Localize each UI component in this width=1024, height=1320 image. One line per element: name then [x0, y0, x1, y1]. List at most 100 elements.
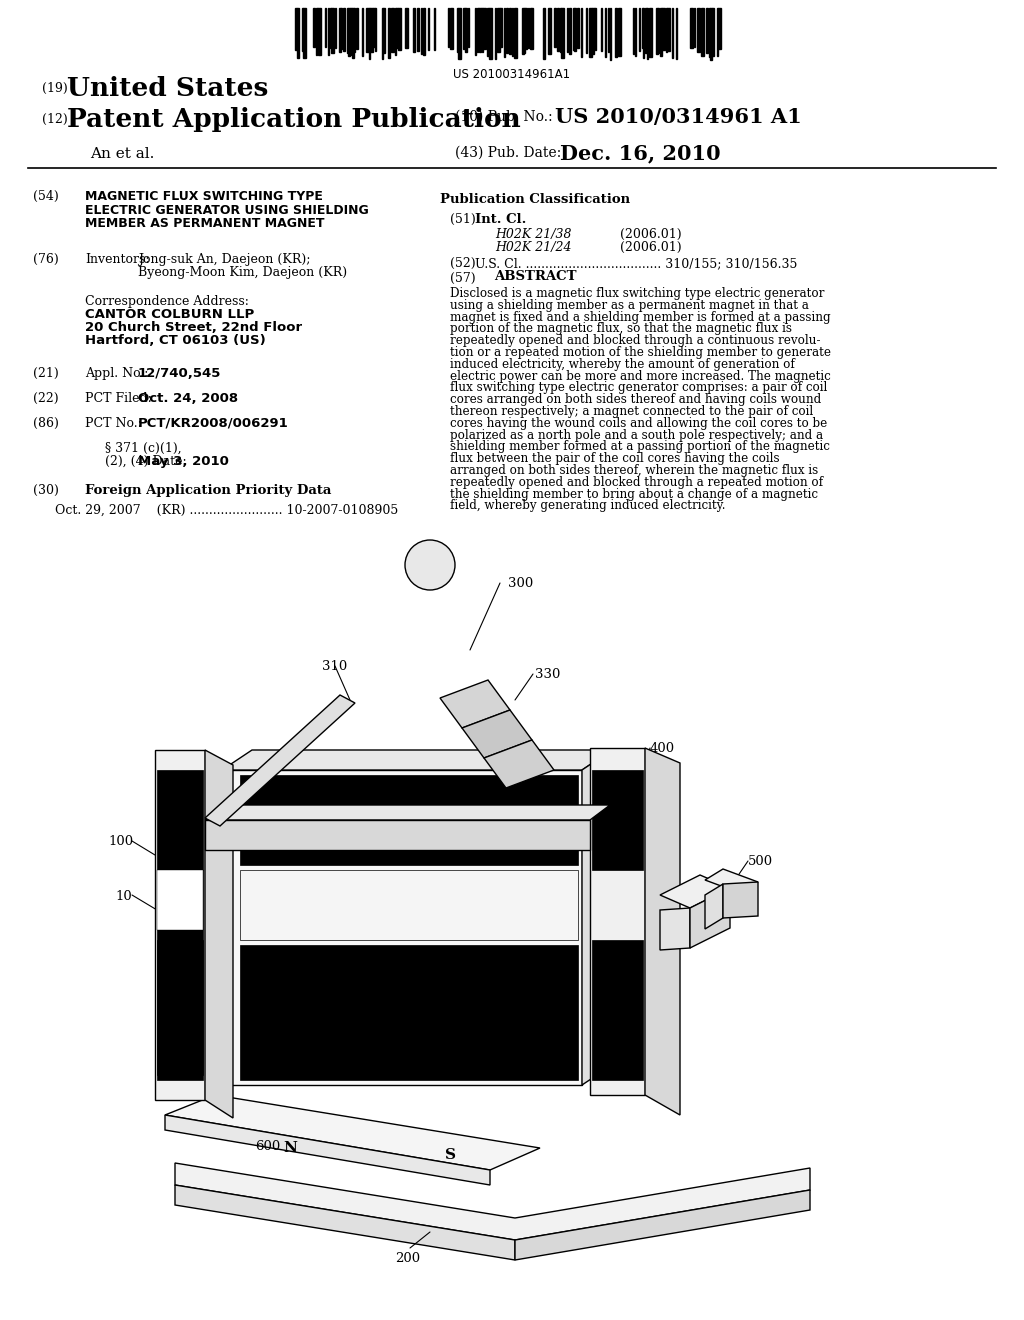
Bar — [660, 8, 662, 55]
Bar — [295, 8, 297, 50]
Text: (19): (19) — [42, 82, 68, 95]
Polygon shape — [222, 770, 582, 1085]
Bar — [506, 8, 508, 53]
Bar — [406, 8, 408, 49]
Bar — [500, 8, 502, 48]
Text: Int. Cl.: Int. Cl. — [475, 213, 526, 226]
Text: arranged on both sides thereof, wherein the magnetic flux is: arranged on both sides thereof, wherein … — [450, 465, 818, 477]
Bar — [557, 8, 559, 51]
Bar — [398, 8, 401, 50]
Bar — [589, 8, 592, 57]
Text: flux switching type electric generator comprises: a pair of coil: flux switching type electric generator c… — [450, 381, 827, 395]
Text: (22): (22) — [33, 392, 58, 405]
Polygon shape — [157, 870, 203, 1074]
Bar — [649, 8, 652, 57]
Text: U.S. Cl. ................................... 310/155; 310/156.35: U.S. Cl. ...............................… — [475, 257, 798, 271]
Text: magnet is fixed and a shielding member is formed at a passing: magnet is fixed and a shielding member i… — [450, 310, 830, 323]
Bar — [618, 8, 621, 55]
Polygon shape — [157, 870, 203, 931]
Text: H02K 21/24: H02K 21/24 — [495, 242, 571, 253]
Text: Patent Application Publication: Patent Application Publication — [67, 107, 521, 132]
Text: 12/740,545: 12/740,545 — [138, 367, 221, 380]
Text: (86): (86) — [33, 417, 58, 430]
Text: S: S — [483, 734, 490, 746]
Text: Byeong-Moon Kim, Daejeon (KR): Byeong-Moon Kim, Daejeon (KR) — [138, 267, 347, 279]
Bar — [352, 8, 354, 58]
Text: the shielding member to bring about a change of a magnetic: the shielding member to bring about a ch… — [450, 487, 818, 500]
Text: (76): (76) — [33, 253, 58, 267]
Polygon shape — [590, 748, 645, 1096]
Text: An et al.: An et al. — [90, 147, 155, 161]
Bar — [497, 8, 500, 51]
Polygon shape — [240, 945, 578, 1080]
Bar — [465, 8, 467, 53]
Bar — [701, 8, 705, 55]
Text: 600: 600 — [255, 1140, 281, 1152]
Text: electric power can be more and more increased. The magnetic: electric power can be more and more incr… — [450, 370, 830, 383]
Polygon shape — [705, 884, 723, 929]
Bar — [343, 8, 345, 51]
Text: (54): (54) — [33, 190, 58, 203]
Text: MAGNETIC FLUX SWITCHING TYPE: MAGNETIC FLUX SWITCHING TYPE — [85, 190, 323, 203]
Polygon shape — [592, 770, 643, 870]
Text: cores having the wound coils and allowing the coil cores to be: cores having the wound coils and allowin… — [450, 417, 827, 430]
Text: (30): (30) — [33, 484, 58, 498]
Bar — [514, 8, 517, 58]
Circle shape — [406, 540, 455, 590]
Text: PCT/KR2008/006291: PCT/KR2008/006291 — [138, 417, 289, 430]
Bar — [370, 8, 373, 51]
Bar — [417, 8, 419, 51]
Bar — [522, 8, 524, 54]
Text: United States: United States — [67, 77, 268, 102]
Text: (2006.01): (2006.01) — [620, 242, 682, 253]
Bar — [388, 8, 390, 58]
Polygon shape — [240, 775, 578, 865]
Polygon shape — [660, 875, 730, 908]
Polygon shape — [660, 908, 690, 950]
Text: (52): (52) — [450, 257, 475, 271]
Bar — [450, 8, 453, 49]
Text: CANTOR COLBURN LLP: CANTOR COLBURN LLP — [85, 308, 254, 321]
Text: (10) Pub. No.:: (10) Pub. No.: — [455, 110, 553, 124]
Text: S: S — [595, 975, 604, 987]
Polygon shape — [157, 940, 203, 1080]
Bar — [706, 8, 708, 53]
Text: 400: 400 — [650, 742, 675, 755]
Text: 20 Church Street, 22nd Floor: 20 Church Street, 22nd Floor — [85, 321, 302, 334]
Bar — [356, 8, 358, 49]
Text: N: N — [160, 795, 171, 808]
Text: N: N — [382, 796, 397, 813]
Text: 10: 10 — [115, 890, 132, 903]
Text: MEMBER AS PERMANENT MAGNET: MEMBER AS PERMANENT MAGNET — [85, 216, 325, 230]
Text: Hartford, CT 06103 (US): Hartford, CT 06103 (US) — [85, 334, 266, 347]
Text: (21): (21) — [33, 367, 58, 380]
Text: (2006.01): (2006.01) — [620, 228, 682, 242]
Text: PCT No.:: PCT No.: — [85, 417, 141, 430]
Text: Publication Classification: Publication Classification — [440, 193, 630, 206]
Bar — [509, 8, 511, 54]
Polygon shape — [462, 710, 532, 758]
Bar — [561, 8, 564, 58]
Text: polarized as a north pole and a south pole respectively; and a: polarized as a north pole and a south po… — [450, 429, 823, 442]
Text: (51): (51) — [450, 213, 476, 226]
Text: S: S — [506, 764, 514, 776]
Bar — [483, 8, 486, 49]
Polygon shape — [222, 750, 612, 770]
Text: 300: 300 — [508, 577, 534, 590]
Bar — [592, 8, 594, 54]
Text: portion of the magnetic flux, so that the magnetic flux is: portion of the magnetic flux, so that th… — [450, 322, 792, 335]
Text: 310: 310 — [322, 660, 347, 673]
Bar — [331, 8, 334, 53]
Text: Oct. 24, 2008: Oct. 24, 2008 — [138, 392, 239, 405]
Bar — [487, 8, 489, 57]
Bar — [569, 8, 571, 54]
Text: (2), (4) Date:: (2), (4) Date: — [105, 455, 186, 469]
Polygon shape — [484, 741, 554, 788]
Polygon shape — [165, 1115, 490, 1185]
Text: S: S — [384, 896, 396, 913]
Text: (43) Pub. Date:: (43) Pub. Date: — [455, 147, 561, 160]
Polygon shape — [157, 770, 203, 870]
Text: M: M — [664, 923, 676, 933]
Text: S: S — [444, 1148, 456, 1162]
Text: S: S — [461, 705, 469, 715]
